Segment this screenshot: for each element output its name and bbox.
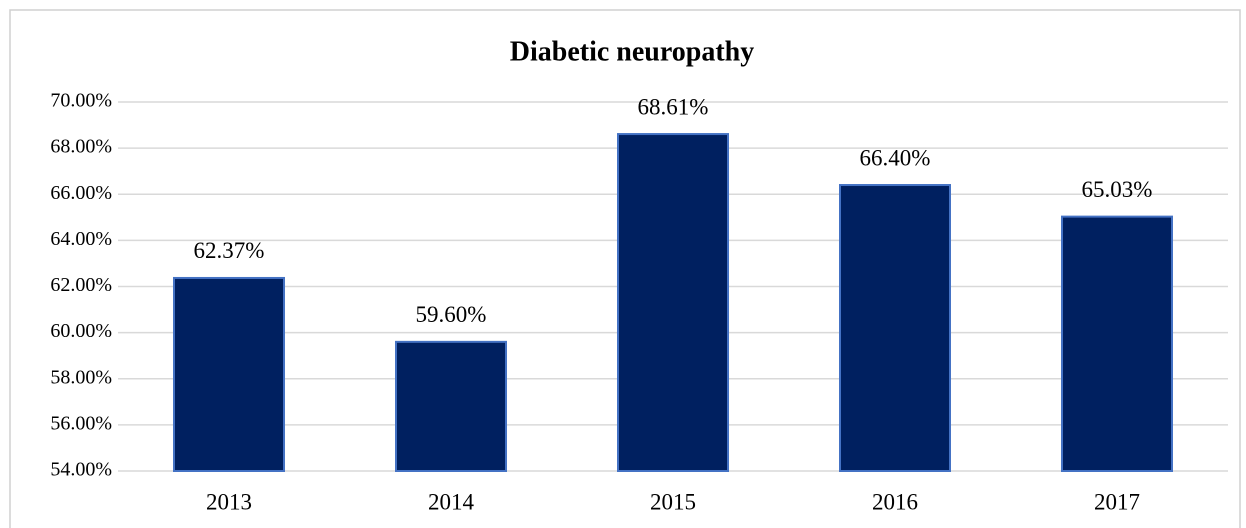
bar: [1061, 215, 1173, 472]
bar: [395, 340, 507, 472]
x-tick-label: 2015: [650, 489, 696, 514]
data-label: 59.60%: [416, 302, 487, 327]
data-label: 62.37%: [194, 238, 265, 263]
bar: [839, 184, 951, 472]
x-tick-label: 2016: [872, 489, 918, 514]
y-tick-label: 66.00%: [50, 182, 112, 204]
data-label: 68.61%: [638, 94, 709, 119]
y-tick-label: 68.00%: [50, 136, 112, 158]
y-tick-label: 54.00%: [50, 459, 112, 481]
y-tick-label: 64.00%: [50, 228, 112, 250]
bar: [617, 133, 729, 472]
x-tick-label: 2014: [428, 489, 475, 514]
y-tick-label: 70.00%: [50, 90, 112, 112]
y-tick-label: 58.00%: [50, 366, 112, 388]
x-tick-label: 2017: [1094, 489, 1140, 514]
data-label: 66.40%: [860, 145, 931, 170]
bar: [173, 276, 285, 473]
y-tick-label: 60.00%: [50, 320, 112, 342]
y-tick-label: 56.00%: [50, 412, 112, 434]
chart-title: Diabetic neuropathy: [510, 36, 755, 67]
data-label: 65.03%: [1082, 177, 1153, 202]
y-tick-label: 62.00%: [50, 274, 112, 296]
x-tick-label: 2013: [206, 489, 252, 514]
